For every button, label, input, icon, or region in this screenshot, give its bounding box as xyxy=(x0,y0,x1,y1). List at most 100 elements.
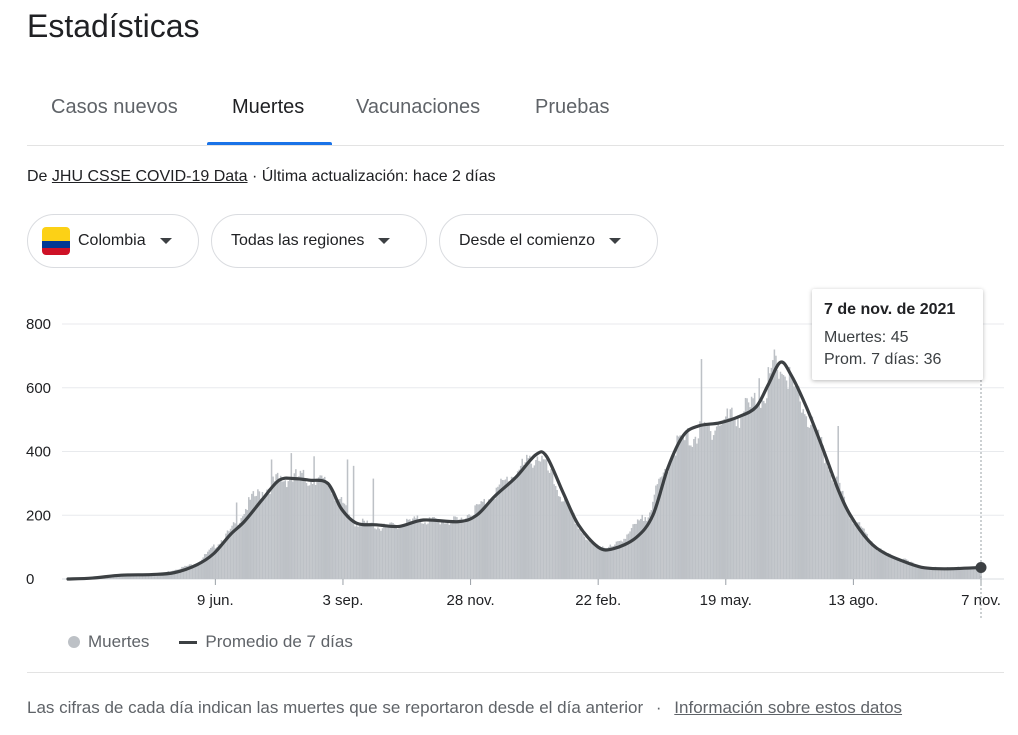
bar-daily-deaths xyxy=(743,411,745,579)
bar-daily-deaths xyxy=(469,515,472,579)
bar-daily-deaths xyxy=(128,575,130,579)
bar-daily-deaths xyxy=(383,523,385,579)
bar-daily-deaths xyxy=(358,525,361,579)
bar-daily-deaths xyxy=(580,532,583,579)
bar-daily-deaths xyxy=(392,522,394,579)
bar-daily-deaths xyxy=(962,567,964,579)
bar-daily-deaths xyxy=(652,501,654,579)
deaths-chart[interactable]: 0 200 400 600 800 9 jun. 3 sep. 28 nov. 22 feb.… xyxy=(0,280,1018,625)
bar-daily-deaths xyxy=(437,519,440,579)
bar-daily-deaths xyxy=(121,575,124,579)
bar-daily-deaths xyxy=(507,481,510,579)
bar-daily-deaths xyxy=(664,468,666,579)
bar-daily-deaths xyxy=(454,516,457,579)
bar-daily-deaths xyxy=(504,479,507,579)
bar-daily-deaths xyxy=(208,549,211,579)
tab-casos-nuevos[interactable]: Casos nuevos xyxy=(51,96,178,118)
bar-daily-deaths xyxy=(904,558,906,579)
bar-daily-deaths xyxy=(284,480,286,579)
bar-daily-deaths xyxy=(371,522,373,579)
bar-daily-deaths xyxy=(902,558,905,579)
bar-daily-deaths xyxy=(691,446,694,579)
bar-daily-deaths xyxy=(131,575,133,579)
bar-daily-deaths xyxy=(960,567,963,579)
bar-daily-deaths xyxy=(456,517,458,579)
bar-daily-deaths xyxy=(472,514,475,579)
bar-daily-deaths xyxy=(372,478,375,579)
bar-daily-deaths xyxy=(243,513,245,579)
bar-daily-deaths xyxy=(120,575,122,579)
bar-daily-deaths xyxy=(554,485,557,579)
country-dropdown[interactable]: Colombia xyxy=(27,214,199,268)
bar-daily-deaths xyxy=(495,487,498,579)
bar-daily-deaths xyxy=(623,538,625,579)
bar-daily-deaths xyxy=(185,565,188,579)
bar-daily-deaths xyxy=(954,567,956,579)
page-title: Estadísticas xyxy=(27,8,200,44)
bar-daily-deaths xyxy=(374,528,376,579)
bar-daily-deaths xyxy=(879,548,882,579)
bar-daily-deaths xyxy=(524,462,527,579)
bar-daily-deaths xyxy=(407,519,410,579)
tab-vacunaciones[interactable]: Vacunaciones xyxy=(356,96,481,118)
y-tick-label: 400 xyxy=(26,444,51,461)
source-link[interactable]: JHU CSSE COVID-19 Data xyxy=(51,168,248,185)
bar-daily-deaths xyxy=(193,564,195,579)
range-dropdown[interactable]: Desde el comienzo xyxy=(439,214,658,268)
tab-muertes[interactable]: Muertes xyxy=(232,96,305,118)
bar-daily-deaths xyxy=(169,571,171,579)
bar-daily-deaths xyxy=(571,510,574,579)
bar-daily-deaths xyxy=(194,564,197,579)
bar-daily-deaths xyxy=(240,518,242,579)
bar-daily-deaths xyxy=(396,529,399,579)
bar-daily-deaths xyxy=(541,455,543,579)
bar-daily-deaths xyxy=(398,525,400,579)
bar-daily-deaths xyxy=(746,398,748,579)
bar-daily-deaths xyxy=(477,504,479,579)
bar-daily-deaths xyxy=(316,479,318,579)
bar-daily-deaths xyxy=(955,567,958,579)
bar-daily-deaths xyxy=(697,438,700,579)
bar-daily-deaths xyxy=(673,451,675,579)
bar-daily-deaths xyxy=(275,474,277,579)
bar-daily-deaths xyxy=(510,476,513,579)
bar-daily-deaths xyxy=(401,525,403,579)
bar-daily-deaths xyxy=(254,496,256,579)
bar-daily-deaths xyxy=(375,529,378,579)
bar-daily-deaths xyxy=(972,566,975,579)
region-dropdown[interactable]: Todas las regiones xyxy=(211,214,427,268)
bar-daily-deaths xyxy=(436,520,438,579)
bar-daily-deaths xyxy=(150,574,153,579)
bar-daily-deaths xyxy=(639,518,642,579)
bar-daily-deaths xyxy=(864,532,867,579)
bar-daily-deaths xyxy=(175,569,177,579)
bar-daily-deaths xyxy=(647,517,650,579)
bar-daily-deaths xyxy=(538,460,540,579)
bar-daily-deaths xyxy=(816,430,818,579)
bar-daily-deaths xyxy=(800,412,803,579)
bar-daily-deaths xyxy=(898,559,900,579)
bar-daily-deaths xyxy=(963,567,966,579)
bar-daily-deaths xyxy=(939,568,941,579)
tab-pruebas[interactable]: Pruebas xyxy=(535,96,610,118)
bar-daily-deaths xyxy=(305,482,308,579)
bar-daily-deaths xyxy=(799,401,801,579)
bar-daily-deaths xyxy=(292,481,294,579)
bar-daily-deaths xyxy=(873,545,876,579)
bar-daily-deaths xyxy=(485,504,487,579)
bar-daily-deaths xyxy=(650,510,653,579)
bar-daily-deaths xyxy=(172,570,174,579)
bar-daily-deaths xyxy=(978,566,981,579)
bar-daily-deaths xyxy=(740,414,742,579)
bar-daily-deaths xyxy=(971,566,973,579)
bar-daily-deaths xyxy=(419,521,422,579)
bar-daily-deaths xyxy=(790,375,792,579)
bar-daily-deaths xyxy=(506,476,508,579)
bar-daily-deaths xyxy=(544,459,546,579)
data-info-link[interactable]: Información sobre estos datos xyxy=(674,698,903,717)
bar-daily-deaths xyxy=(788,366,791,579)
bar-daily-deaths xyxy=(220,540,223,579)
bar-daily-deaths xyxy=(925,567,928,579)
bar-daily-deaths xyxy=(813,428,815,579)
bar-daily-deaths xyxy=(334,500,337,579)
